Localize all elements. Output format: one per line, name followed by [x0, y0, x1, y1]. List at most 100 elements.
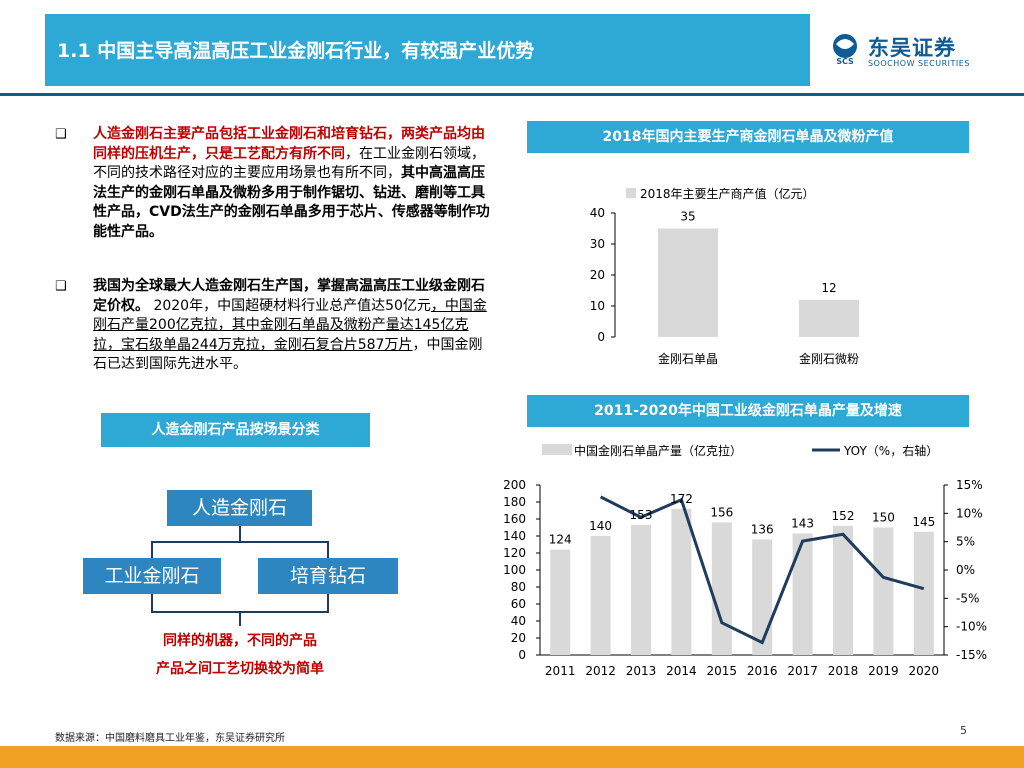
chart2-bar-value: 156 — [710, 505, 733, 519]
chart2-y2tick-label: -15% — [956, 648, 987, 662]
chart2-bar-value: 152 — [832, 509, 855, 523]
header-divider — [0, 93, 1024, 96]
bullet-1-bold-text: 其中高温高压法生产的金刚石单晶及微粉多用于制作锯切、钻进、磨削等工具性产品，CV… — [93, 165, 490, 240]
chart2-ytick-label: 60 — [511, 597, 526, 611]
title-bar: 1.1 中国主导高温高压工业金刚石行业，有较强产业优势 — [45, 14, 810, 86]
chart1-category-label: 金刚石单晶 — [658, 351, 718, 366]
chart2-y2tick-label: 5% — [956, 535, 975, 549]
logo-name: 东吴证券 — [868, 36, 956, 60]
chart1-header: 2018年国内主要生产商金刚石单晶及微粉产值 — [527, 121, 969, 153]
chart2-legend-bar-label: 中国金刚石单晶产量（亿克拉） — [574, 443, 742, 458]
chart2-bar-value: 145 — [912, 515, 935, 529]
chart2-ytick-label: 20 — [511, 631, 526, 645]
chart1-legend-swatch — [626, 188, 636, 198]
chart1-bar-value: 35 — [680, 210, 695, 224]
chart2-category-label: 2016 — [747, 664, 778, 678]
bullet-2-bold-text: 我国为全球最大人造金刚石生产国，掌握高温高压工业级金刚石定价权。 — [93, 278, 485, 314]
chart1-ytick-label: 10 — [590, 299, 605, 313]
bullet-2-text: 我国为全球最大人造金刚石生产国，掌握高温高压工业级金刚石定价权。 2020年，中… — [93, 277, 495, 375]
chart2-bar — [833, 525, 853, 655]
chart2-ytick-label: 40 — [511, 614, 526, 628]
chart2-y2tick-label: -10% — [956, 620, 987, 634]
tree-node-industrial: 工业金刚石 — [83, 558, 221, 594]
bullet-1: ❑ 人造金刚石主要产品包括工业金刚石和培育钻石，两类产品均由同样的压机生产，只是… — [55, 125, 495, 242]
bullet-2-normal-text: 2020年，中国超硬材料行业总产值达50亿元 — [153, 297, 431, 314]
chart2-header: 2011-2020年中国工业级金刚石单晶产量及增速 — [527, 395, 969, 427]
tree-bottom-connector — [151, 594, 329, 626]
chart2-bar — [873, 527, 894, 655]
chart2-bar-value: 172 — [670, 492, 693, 506]
bullet-1-normal-text: ，在工业金刚石领域，不同的技术路径对应的主要应用场景也有所不同， — [93, 145, 485, 182]
chart2-ytick-label: 200 — [503, 478, 526, 492]
checkbox-bullet-icon: ❑ — [55, 279, 67, 294]
chart2-ytick-label: 160 — [503, 512, 526, 526]
chart2-ytick-label: 0 — [518, 648, 526, 662]
bullet-1-text: 人造金刚石主要产品包括工业金刚石和培育钻石，两类产品均由同样的压机生产，只是工艺… — [93, 125, 495, 242]
chart1-ytick-label: 0 — [597, 330, 605, 344]
chart2-ytick-label: 140 — [503, 529, 526, 543]
logo-mark-text: SCS — [836, 57, 854, 66]
tree-node-cultivated: 培育钻石 — [258, 558, 398, 594]
chart2-bar — [631, 524, 651, 655]
chart2-y2tick-label: -5% — [956, 591, 979, 605]
chart2-svg: 中国金刚石单晶产量（亿克拉） YOY（%，右轴） 0 20 40 60 80 100 120… — [503, 443, 987, 678]
bullet-1-red-text: 人造金刚石主要产品包括工业金刚石和培育钻石，两类产品均由同样的压机生产，只是工艺… — [93, 126, 485, 162]
chart2-category-label: 2015 — [707, 664, 738, 678]
footer-band — [0, 746, 1024, 768]
chart2-y2tick-label: 15% — [956, 478, 983, 492]
chart2-category-label: 2014 — [666, 664, 697, 678]
chart2-bar-value: 150 — [872, 511, 895, 525]
chart2-bar-value: 136 — [751, 522, 774, 536]
classification-label: 人造金刚石产品按场景分类 — [101, 413, 370, 447]
chart2-bar — [671, 508, 692, 655]
company-logo: SCS 东吴证券 SOOCHOW SECURITIES — [828, 30, 1008, 74]
chart2-bar — [550, 549, 571, 655]
chart2-bar-value: 140 — [589, 519, 612, 533]
tree-top-connector — [151, 526, 329, 558]
note-same-machine: 同样的机器，不同的产品 — [163, 633, 317, 649]
chart2-y2tick-label: 0% — [956, 563, 975, 577]
chart1-legend-label: 2018年主要生产商产值（亿元） — [640, 186, 815, 201]
chart1-bar-value: 12 — [821, 281, 836, 295]
tree-node-root: 人造金刚石 — [167, 490, 312, 526]
chart1-svg: 2018年主要生产商产值（亿元） 0 10 20 30 40 35 金刚石单晶 12 金刚石微… — [590, 186, 859, 366]
chart2-bar — [792, 533, 813, 655]
chart2-ytick-label: 80 — [511, 580, 526, 594]
data-source: 数据来源：中国磨料磨具工业年鉴，东吴证券研究所 — [55, 733, 285, 744]
chart2-category-label: 2018 — [828, 664, 859, 678]
chart2-bar-value: 143 — [791, 516, 814, 530]
chart2-ytick-label: 100 — [503, 563, 526, 577]
chart2-category-label: 2012 — [585, 664, 616, 678]
note-process-switch: 产品之间工艺切换较为简单 — [156, 661, 324, 677]
chart1-ytick-label: 40 — [590, 206, 605, 220]
chart1-bar — [799, 299, 859, 337]
page-number: 5 — [960, 724, 967, 737]
chart2-bar — [590, 536, 611, 655]
chart2-bar-value: 153 — [630, 508, 653, 522]
chart2-y2tick-label: 10% — [956, 506, 983, 520]
bullet-2: ❑ 我国为全球最大人造金刚石生产国，掌握高温高压工业级金刚石定价权。 2020年… — [55, 277, 495, 375]
chart2-category-label: 2020 — [909, 664, 940, 678]
chart2-legend-line-label: YOY（%，右轴） — [843, 443, 938, 458]
chart2-bar — [913, 531, 934, 655]
logo-mark-icon: SCS — [833, 34, 857, 66]
bullet-2-underlined-text: ，中国金刚石产量200亿克拉，其中金刚石单晶及微粉产量达145亿克拉，宝石级单晶… — [93, 297, 487, 353]
chart2-category-label: 2013 — [626, 664, 657, 678]
chart1-ytick-label: 20 — [590, 268, 605, 282]
bullet-2-tail-text: ，中国金刚石已达到国际先进水平。 — [93, 336, 483, 373]
chart2-category-label: 2011 — [545, 664, 576, 678]
checkbox-bullet-icon: ❑ — [55, 127, 67, 142]
chart2-bar — [711, 522, 732, 655]
page-title: 1.1 中国主导高温高压工业金刚石行业，有较强产业优势 — [57, 40, 535, 62]
chart2-yoy-line — [599, 495, 925, 645]
chart1-category-label: 金刚石微粉 — [799, 351, 859, 366]
chart2-ytick-label: 180 — [503, 495, 526, 509]
chart1-ytick-label: 30 — [590, 237, 605, 251]
chart2-ytick-label: 120 — [503, 546, 526, 560]
chart2-category-label: 2017 — [787, 664, 818, 678]
tree-connectors — [151, 526, 329, 626]
logo-subtitle: SOOCHOW SECURITIES — [868, 59, 970, 68]
chart2-bar-value: 124 — [549, 533, 572, 547]
chart1-bar — [658, 228, 718, 337]
chart2-category-label: 2019 — [868, 664, 899, 678]
